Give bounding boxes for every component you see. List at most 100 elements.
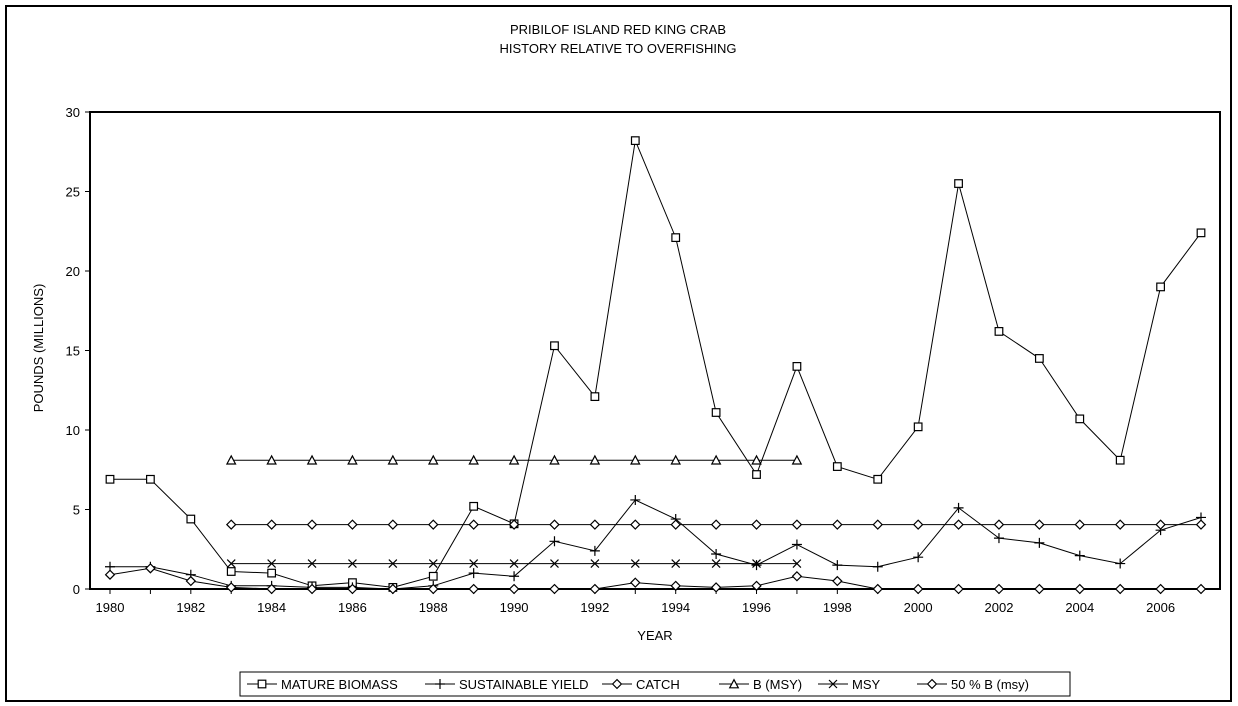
- data-point: [146, 474, 155, 484]
- data-point: [145, 563, 156, 574]
- data-point: [630, 494, 641, 505]
- data-point: [509, 559, 519, 568]
- data-point: [671, 233, 681, 243]
- data-point: [589, 454, 601, 465]
- data-point: [468, 519, 479, 530]
- x-tick-label: 1996: [742, 600, 771, 615]
- data-point: [710, 519, 722, 530]
- data-point: [550, 341, 559, 351]
- x-tick-label: 1998: [823, 600, 852, 615]
- data-point: [1034, 354, 1044, 363]
- data-point: [306, 519, 318, 530]
- data-point: [589, 545, 600, 556]
- data-point: [993, 583, 1005, 595]
- legend-marker: [611, 678, 623, 690]
- data-point: [347, 519, 358, 530]
- data-point: [468, 454, 479, 465]
- legend-label: 50 % B (msy): [951, 677, 1029, 692]
- y-tick-label: 25: [66, 185, 80, 200]
- data-point: [913, 422, 923, 432]
- data-point: [428, 571, 438, 581]
- data-point: [711, 408, 721, 417]
- data-point: [105, 474, 115, 484]
- series-b-msy-: [225, 454, 803, 465]
- data-point: [226, 567, 236, 576]
- y-tick-label: 0: [73, 582, 80, 597]
- data-point: [670, 454, 682, 465]
- series-msy: [226, 559, 802, 568]
- y-tick-label: 30: [66, 105, 80, 120]
- x-tick-label: 1986: [338, 600, 367, 615]
- x-tick-label: 2000: [904, 600, 933, 615]
- data-point: [469, 501, 479, 511]
- data-point: [104, 569, 116, 580]
- data-point: [266, 583, 277, 595]
- series-catch: [104, 563, 1207, 595]
- data-point: [832, 519, 843, 530]
- data-point: [508, 583, 520, 595]
- data-point: [1074, 583, 1086, 595]
- data-point: [549, 454, 560, 465]
- data-point: [549, 583, 560, 595]
- x-tick-label: 1994: [661, 600, 690, 615]
- data-point: [710, 582, 722, 593]
- data-point: [185, 575, 197, 587]
- data-point: [752, 559, 761, 568]
- data-point: [670, 580, 681, 592]
- data-point: [267, 559, 277, 568]
- x-tick-label: 1992: [580, 600, 609, 615]
- data-point: [1114, 583, 1126, 595]
- data-point: [590, 559, 600, 568]
- data-point: [872, 561, 883, 572]
- data-point: [306, 454, 318, 465]
- series-layer: [104, 136, 1207, 595]
- data-point: [630, 519, 641, 530]
- data-point: [671, 559, 681, 568]
- data-point: [710, 454, 722, 465]
- data-point: [751, 560, 762, 571]
- x-tick-label: 2002: [985, 600, 1014, 615]
- data-point: [1155, 519, 1166, 530]
- plot-area: [89, 111, 1221, 590]
- data-point: [954, 179, 963, 188]
- data-point: [1034, 583, 1045, 595]
- data-point: [711, 549, 722, 560]
- data-point: [186, 514, 196, 524]
- legend-label: SUSTAINABLE YIELD: [459, 677, 589, 692]
- series-50-b-msy-: [225, 519, 1207, 530]
- data-point: [994, 327, 1004, 336]
- data-point: [550, 559, 559, 568]
- legend-entry: CATCH: [602, 677, 680, 692]
- data-point: [1155, 583, 1166, 595]
- chart-title-line-2: HISTORY RELATIVE TO OVERFISHING: [500, 41, 737, 56]
- data-point: [509, 571, 520, 582]
- legend-marker: [926, 678, 938, 690]
- data-point: [468, 568, 479, 579]
- data-point: [590, 392, 600, 402]
- data-point: [508, 519, 520, 530]
- legend-label: B (MSY): [753, 677, 802, 692]
- data-point: [225, 454, 237, 465]
- data-point: [751, 454, 762, 465]
- x-tick-label: 2004: [1065, 600, 1094, 615]
- x-tick-label: 1982: [176, 600, 205, 615]
- legend-label: MSY: [852, 677, 881, 692]
- data-point: [549, 519, 560, 530]
- data-point: [428, 519, 439, 530]
- data-point: [266, 454, 277, 465]
- data-point: [1115, 558, 1126, 569]
- legend-entry: B (MSY): [719, 677, 802, 692]
- legend-entry: 50 % B (msy): [917, 677, 1029, 692]
- data-point: [589, 519, 601, 530]
- y-tick-label: 10: [66, 423, 80, 438]
- legend-label: MATURE BIOMASS: [281, 677, 398, 692]
- data-point: [388, 559, 398, 568]
- data-point: [347, 454, 358, 465]
- legend: MATURE BIOMASS SUSTAINABLE YIELD CATCH B (M…: [247, 677, 1029, 692]
- data-point: [630, 559, 640, 568]
- data-point: [225, 519, 237, 530]
- legend-marker: [728, 678, 740, 689]
- data-point: [872, 583, 883, 595]
- data-point: [751, 519, 762, 530]
- x-axis: 1980 1982 1984 1986 1988 1990 1992 1994 1996 1998…: [96, 589, 1202, 615]
